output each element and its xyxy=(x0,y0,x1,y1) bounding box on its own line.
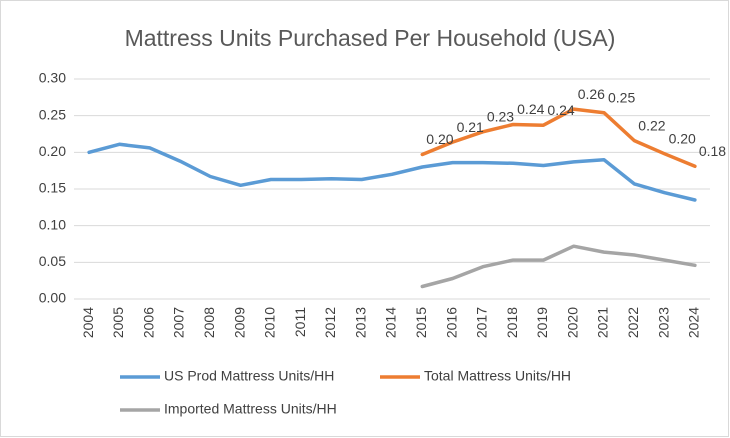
x-tick-label: 2010 xyxy=(262,307,278,338)
data-label: 0.25 xyxy=(608,89,635,105)
x-tick-label: 2024 xyxy=(686,307,702,338)
y-tick-label: 0.00 xyxy=(39,290,66,306)
x-tick-label: 2005 xyxy=(110,307,126,338)
x-tick-label: 2008 xyxy=(201,307,217,338)
x-tick-label: 2013 xyxy=(352,307,368,338)
y-tick-label: 0.10 xyxy=(39,216,66,232)
x-tick-label: 2015 xyxy=(413,307,429,338)
series-line xyxy=(87,142,697,202)
x-tick-label: 2004 xyxy=(80,307,96,338)
x-tick-label: 2009 xyxy=(231,307,247,338)
data-label: 0.23 xyxy=(487,109,514,125)
x-tick-label: 2011 xyxy=(292,307,308,337)
x-tick-label: 2014 xyxy=(383,307,399,338)
legend-label: Imported Mattress Units/HH xyxy=(164,401,337,417)
data-label: 0.18 xyxy=(699,143,726,159)
x-tick-label: 2007 xyxy=(171,307,187,338)
x-tick-label: 2022 xyxy=(625,307,641,338)
data-label: 0.22 xyxy=(638,117,665,133)
y-tick-label: 0.05 xyxy=(39,253,66,269)
series-line xyxy=(420,107,697,169)
y-tick-label: 0.30 xyxy=(39,70,66,86)
data-label: 0.20 xyxy=(669,131,696,147)
series-line xyxy=(420,244,697,289)
x-tick-label: 2016 xyxy=(443,307,459,338)
y-tick-label: 0.20 xyxy=(39,143,66,159)
data-label: 0.26 xyxy=(578,86,605,102)
x-tick-label: 2020 xyxy=(564,307,580,338)
data-label: 0.24 xyxy=(547,102,574,118)
y-tick-label: 0.15 xyxy=(39,180,66,196)
chart-title: Mattress Units Purchased Per Household (… xyxy=(125,25,616,51)
x-tick-label: 2012 xyxy=(322,307,338,338)
x-tick-label: 2023 xyxy=(655,307,671,338)
x-tick-label: 2017 xyxy=(474,307,490,338)
x-tick-label: 2021 xyxy=(595,307,611,338)
data-label: 0.24 xyxy=(517,101,544,117)
x-tick-label: 2018 xyxy=(504,307,520,338)
data-label: 0.20 xyxy=(426,131,453,147)
legend-label: Total Mattress Units/HH xyxy=(424,368,571,384)
data-label: 0.21 xyxy=(457,119,484,135)
y-tick-label: 0.25 xyxy=(39,106,66,122)
legend-label: US Prod Mattress Units/HH xyxy=(164,368,334,384)
x-tick-label: 2006 xyxy=(140,307,156,338)
x-tick-label: 2019 xyxy=(534,307,550,338)
